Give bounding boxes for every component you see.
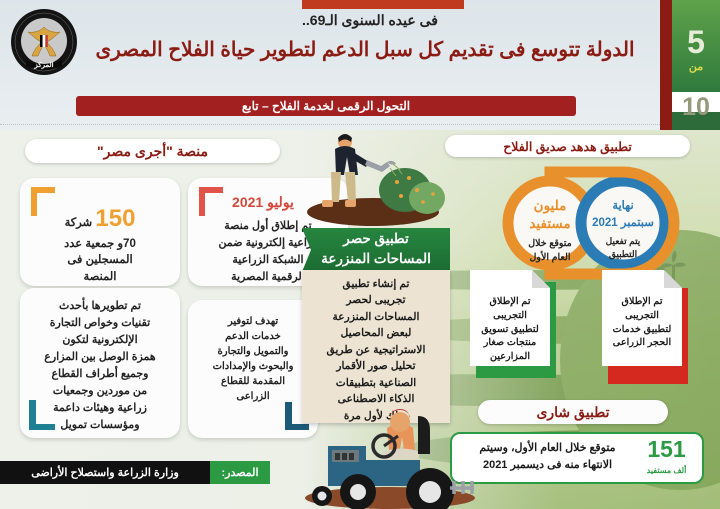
svg-text:مستفيد: مستفيد [529, 216, 570, 231]
svg-text:التطبيق: التطبيق [609, 249, 637, 260]
svg-text:نهاية: نهاية [612, 199, 633, 213]
svg-text:المركز: المركز [33, 61, 53, 69]
svg-text:يتم تفعيل: يتم تفعيل [606, 236, 641, 247]
svg-text:متوقع خلال: متوقع خلال [528, 238, 572, 249]
svg-text:سبتمبر 2021: سبتمبر 2021 [592, 217, 654, 230]
svg-text:العام الأول: العام الأول [529, 251, 570, 263]
svg-text:مليون: مليون [534, 198, 567, 214]
